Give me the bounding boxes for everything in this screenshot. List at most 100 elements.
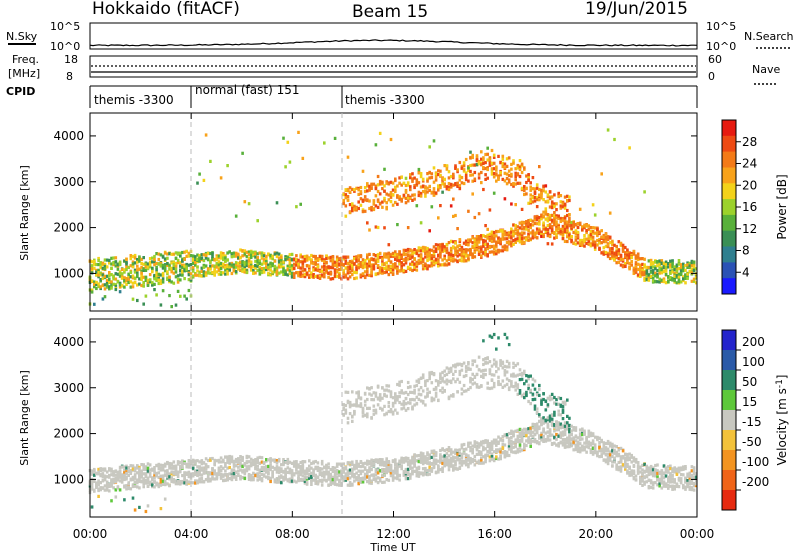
power-cell — [626, 259, 629, 263]
power-cell — [495, 252, 498, 256]
power-cell — [469, 163, 472, 168]
velocity-cell — [93, 473, 96, 477]
power-cell — [574, 238, 578, 242]
power-cell — [604, 240, 608, 244]
velocity-cell — [262, 469, 266, 473]
power-cell — [411, 262, 414, 267]
velocity-cell — [351, 390, 354, 394]
power-cell — [297, 271, 300, 275]
velocity-cell — [437, 398, 440, 403]
power-cell — [492, 252, 496, 256]
power-cell — [460, 259, 464, 263]
velocity-cell — [344, 403, 348, 408]
velocity-cell — [409, 466, 412, 470]
power-cell — [426, 267, 429, 271]
power-cell — [93, 285, 96, 289]
power-cell — [166, 263, 169, 267]
power-cell — [140, 275, 143, 280]
velocity-cell — [357, 469, 360, 473]
power-cell — [486, 242, 489, 246]
power-cell — [593, 240, 597, 244]
power-cell — [553, 223, 556, 227]
power-cell — [290, 258, 294, 262]
velocity-cell — [174, 482, 178, 486]
power-cell — [641, 268, 644, 272]
power-cell — [473, 241, 477, 245]
power-cell — [351, 273, 354, 277]
velocity-cell — [202, 480, 206, 484]
velocity-cell — [348, 401, 352, 405]
power-cell — [282, 265, 285, 269]
power-cell — [191, 254, 195, 258]
velocity-cell — [95, 481, 98, 485]
power-cell — [561, 217, 565, 221]
power-cell — [110, 273, 113, 277]
power-cell — [185, 262, 188, 267]
power-cell — [252, 268, 255, 273]
power-cell — [600, 229, 603, 233]
power-cell — [215, 265, 219, 269]
power-cell — [138, 277, 141, 281]
power-cell — [630, 263, 633, 267]
power-cell — [538, 165, 541, 169]
power-cell — [613, 137, 616, 142]
velocity-cell — [421, 467, 425, 471]
power-cell — [366, 255, 369, 259]
power-cell — [417, 258, 421, 262]
power-cell — [443, 182, 446, 186]
velocity-cell — [394, 408, 397, 412]
velocity-cell — [243, 476, 247, 481]
power-cell — [110, 284, 113, 288]
power-cell — [387, 258, 391, 262]
power-cell — [501, 161, 505, 165]
power-cell — [129, 264, 133, 268]
velocity-cell — [357, 396, 360, 400]
velocity-cell — [406, 470, 410, 474]
power-cell — [385, 201, 388, 205]
power-cell — [606, 253, 610, 257]
velocity-cell — [247, 460, 251, 464]
velocity-cell — [335, 483, 339, 487]
power-cell — [503, 166, 507, 170]
velocity-cell — [198, 469, 201, 473]
velocity-cell — [247, 467, 251, 471]
velocity-cell — [123, 484, 126, 488]
velocity-cell — [432, 458, 436, 462]
power-cell — [316, 268, 320, 272]
velocity-cell — [170, 466, 173, 470]
power-cell — [527, 225, 530, 229]
power-cell — [424, 189, 427, 193]
velocity-cell — [415, 469, 419, 473]
power-cell — [572, 241, 575, 245]
velocity-cell — [409, 461, 412, 465]
velocity-cell — [383, 388, 386, 392]
power-cell — [142, 256, 145, 260]
power-cell — [374, 254, 378, 258]
velocity-cell — [303, 477, 307, 481]
power-cell — [660, 271, 664, 275]
power-cell — [692, 277, 696, 281]
velocity-cell — [155, 481, 158, 485]
velocity-cell — [90, 482, 94, 486]
power-cell — [548, 226, 552, 230]
power-cell — [464, 175, 468, 179]
power-cell — [585, 229, 588, 233]
power-cell — [419, 254, 423, 258]
power-cell — [555, 235, 558, 239]
power-cell — [591, 243, 595, 247]
velocity-cell — [146, 466, 150, 470]
power-cell — [404, 188, 408, 193]
power-cell — [505, 182, 509, 186]
power-cell — [355, 264, 358, 268]
power-cell — [621, 263, 625, 267]
velocity-cell — [394, 471, 397, 475]
power-cell — [269, 253, 272, 257]
power-cell — [684, 273, 687, 277]
velocity-cell — [138, 486, 141, 490]
power-cell — [432, 193, 436, 197]
power-cell — [125, 267, 128, 272]
power-cell — [290, 271, 294, 275]
velocity-cell — [398, 391, 401, 395]
velocity-cell — [353, 463, 356, 467]
power-cell — [303, 258, 307, 262]
